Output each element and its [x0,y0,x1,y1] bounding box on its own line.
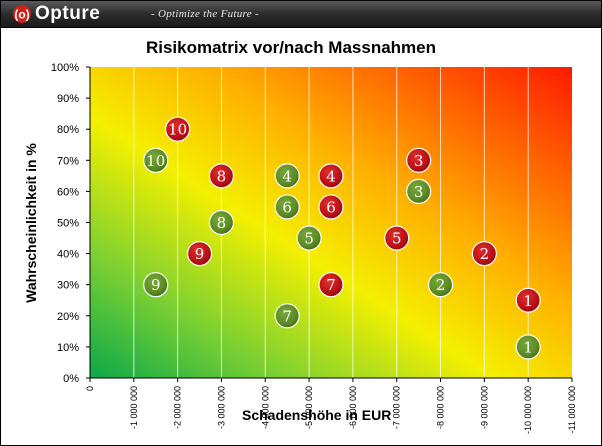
marker-circle [274,194,300,220]
marker-vor-6: 6 [318,194,344,220]
x-tick-label: 0 [85,386,95,391]
brand-tagline: - Optimize the Future - [151,8,259,20]
marker-vor-1: 1 [515,287,541,313]
marker-label: 3 [414,152,424,170]
marker-nach-1: 1 [515,334,541,360]
marker-nach-7: 7 [274,303,300,329]
y-tick-label: 50% [57,218,79,230]
y-tick-label: 40% [57,249,79,261]
x-tick-label: -7 000 000 [392,386,402,429]
marker-circle [165,116,191,142]
x-axis-title: Schadenshöhe in EUR [242,407,392,423]
marker-label: 6 [326,198,336,216]
marker-vor-8: 8 [208,163,235,189]
x-tick-label: -8 000 000 [436,386,446,429]
marker-circle [515,334,541,360]
marker-vor-7: 7 [318,272,344,298]
marker-circle [143,147,169,173]
svg-text:(o): (o) [14,8,29,22]
marker-nach-3: 3 [406,178,432,204]
marker-nach-9: 9 [143,272,169,298]
marker-label: 8 [217,167,227,185]
x-tick-labels: 0 -1 000 000 -2 000 000 -3 000 000 -4 000 00… [85,386,577,434]
marker-circle [296,225,322,251]
y-tick-label: 10% [57,342,79,354]
marker-nach-4: 4 [274,163,300,189]
y-tick-label: 100% [51,62,79,74]
marker-circle [406,147,432,173]
x-tick-label: -10 000 000 [523,386,533,434]
marker-label: 10 [168,121,187,139]
marker-vor-3: 3 [406,147,432,173]
x-tick-label: -1 000 000 [129,386,139,429]
y-tick-label: 0% [63,373,79,385]
marker-nach-8: 8 [208,209,235,236]
marker-circle [186,241,213,267]
marker-circle [208,209,235,236]
y-tick-label: 60% [57,186,79,198]
marker-circle [318,163,344,189]
marker-label: 7 [326,276,336,294]
brand-name: Opture [35,3,101,24]
plot-background [90,67,572,378]
marker-circle [515,287,541,313]
x-tick-label: -5 000 000 [304,386,314,429]
marker-label: 7 [282,307,292,325]
marker-label: 5 [392,230,402,248]
marker-circle [318,194,344,220]
y-tick-label: 90% [57,93,79,105]
marker-vor-9: 9 [186,241,213,267]
x-tick-label: -11 000 000 [567,386,577,433]
marker-nach-5: 5 [296,225,322,251]
marker-circle [274,303,300,329]
gridlines [86,66,573,382]
chart-title: Risikomatrix vor/nach Massnahmen [145,38,437,57]
marker-circle [318,272,344,298]
y-tick-labels: 0% 10% 20% 30% 40% 50% 60% 70% 80% 90% 100% [51,62,79,385]
marker-circle [427,272,454,298]
x-tick-label: -4 000 000 [260,386,270,429]
marker-vor-5: 5 [384,225,410,251]
marker-label: 5 [304,230,314,248]
marker-label: 4 [282,167,292,185]
marker-nach-6: 6 [274,194,300,220]
y-tick-label: 70% [57,155,79,167]
marker-label: 8 [217,214,227,232]
marker-label: 10 [146,152,165,170]
marker-label: 1 [523,292,533,310]
marker-label: 3 [414,183,424,201]
marker-vor-2: 2 [471,241,497,267]
marker-nach-10: 10 [143,147,169,173]
marker-circle [143,272,169,298]
x-tick-label: -3 000 000 [216,386,226,429]
marker-circle [406,178,432,204]
marker-circle [208,163,235,189]
marker-label: 4 [326,167,336,185]
y-axis-title: Wahrscheinlichkeit in % [23,143,39,303]
x-tick-label: -2 000 000 [173,386,183,429]
marker-label: 1 [523,338,533,356]
y-tick-label: 80% [57,124,79,136]
marker-label: 9 [151,276,161,294]
opture-logo-icon: (o) [13,5,31,23]
marker-label: 9 [195,245,205,263]
marker-vor-4: 4 [318,163,344,189]
marker-label: 2 [436,276,446,294]
marker-circle [384,225,410,251]
marker-nach-2: 2 [427,272,454,298]
x-tick-label: -9 000 000 [479,386,489,429]
y-tick-label: 30% [57,280,79,292]
marker-label: 6 [282,198,292,216]
x-tick-label: -6 000 000 [348,386,358,429]
marker-circle [274,163,300,189]
marker-label: 2 [480,245,490,263]
header-banner: (o) Opture - Optimize the Future - [1,1,601,28]
marker-vor-10: 10 [165,116,191,142]
marker-circle [471,241,497,267]
y-tick-label: 20% [57,311,79,323]
